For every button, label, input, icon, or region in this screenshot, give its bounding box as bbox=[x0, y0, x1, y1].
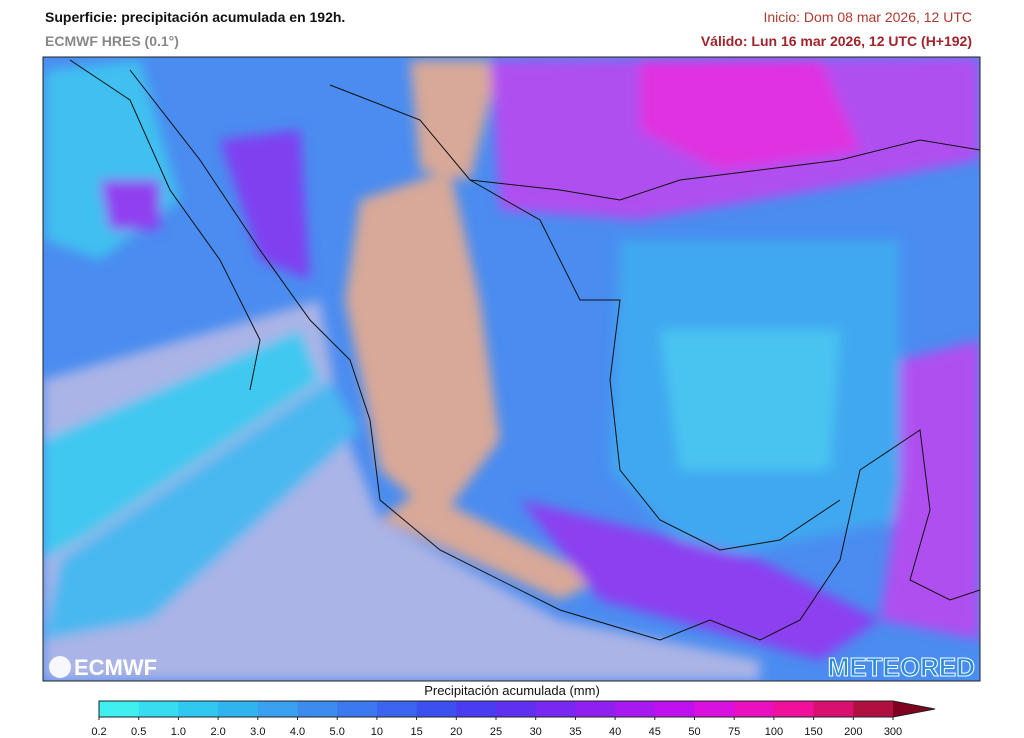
colorbar-tick-label: 3.0 bbox=[250, 726, 265, 738]
init-time: Inicio: Dom 08 mar 2026, 12 UTC bbox=[763, 9, 972, 25]
colorbar-swatch bbox=[99, 701, 140, 717]
colorbar-swatch bbox=[218, 701, 259, 717]
colorbar-tick-label: 150 bbox=[804, 726, 822, 738]
colorbar-swatch bbox=[496, 701, 537, 717]
colorbar-tick-label: 5.0 bbox=[330, 726, 345, 738]
colorbar-swatch bbox=[654, 701, 695, 717]
colorbar: 0.2 0.5 1.0 2.0 3.0 4.0 5.0 10 15 20 25 30 35 40 45 50 7… bbox=[91, 700, 936, 738]
colorbar-tick-label: 1.0 bbox=[171, 726, 186, 738]
colorbar-tick-label: 300 bbox=[884, 726, 902, 738]
colorbar-arrow bbox=[893, 701, 935, 717]
colorbar-tick-label: 2.0 bbox=[210, 726, 225, 738]
colorbar-swatch bbox=[615, 701, 656, 717]
colorbar-tick-label: 75 bbox=[728, 726, 740, 738]
map-title: Superficie: precipitación acumulada en 1… bbox=[45, 9, 346, 25]
map-frame bbox=[42, 56, 981, 682]
colorbar-swatch bbox=[694, 701, 735, 717]
model-name: ECMWF HRES (0.1°) bbox=[45, 33, 179, 49]
colorbar-tick-label: 50 bbox=[688, 726, 700, 738]
colorbar-tick-label: 200 bbox=[844, 726, 862, 738]
colorbar-tick-label: 20 bbox=[450, 726, 462, 738]
colorbar-tick-label: 0.5 bbox=[131, 726, 146, 738]
colorbar-swatch bbox=[297, 701, 338, 717]
logo-text: METEORED bbox=[828, 652, 975, 682]
colorbar-swatch bbox=[853, 701, 894, 717]
colorbar-swatch bbox=[734, 701, 775, 717]
colorbar-tick-label: 10 bbox=[371, 726, 383, 738]
coastlines bbox=[69, 59, 980, 641]
colorbar-tick-label: 0.2 bbox=[91, 726, 106, 738]
colorbar-tick-label: 4.0 bbox=[290, 726, 305, 738]
colorbar-label: Precipitación acumulada (mm) bbox=[424, 683, 600, 698]
colorbar-swatch bbox=[456, 701, 497, 717]
colorbar-swatch bbox=[138, 701, 179, 717]
colorbar-swatch bbox=[416, 701, 457, 717]
colorbar-tick-label: 40 bbox=[609, 726, 621, 738]
colorbar-tick-label: 100 bbox=[765, 726, 783, 738]
colorbar-swatch bbox=[376, 701, 418, 717]
valid-time: Válido: Lun 16 mar 2026, 12 UTC (H+192) bbox=[700, 33, 972, 49]
colorbar-swatch bbox=[178, 701, 219, 717]
colorbar-swatch bbox=[813, 701, 854, 717]
colorbar-tick-label: 30 bbox=[530, 726, 542, 738]
colorbar-swatch bbox=[337, 701, 378, 717]
colorbar-tick-label: 15 bbox=[410, 726, 422, 738]
colorbar-outline bbox=[98, 700, 936, 718]
colorbar-swatch bbox=[773, 701, 815, 717]
precip-field: ECMWF METEORED bbox=[43, 57, 980, 682]
colorbar-tick-label: 35 bbox=[569, 726, 581, 738]
logo-text: ECMWF bbox=[74, 655, 157, 680]
logo-left: ECMWF bbox=[49, 655, 157, 680]
colorbar-tick-label: 25 bbox=[490, 726, 502, 738]
colorbar-tick-label: 45 bbox=[649, 726, 661, 738]
colorbar-swatch bbox=[535, 701, 576, 717]
colorbar-swatch bbox=[257, 701, 298, 717]
colorbar-swatch bbox=[575, 701, 616, 717]
